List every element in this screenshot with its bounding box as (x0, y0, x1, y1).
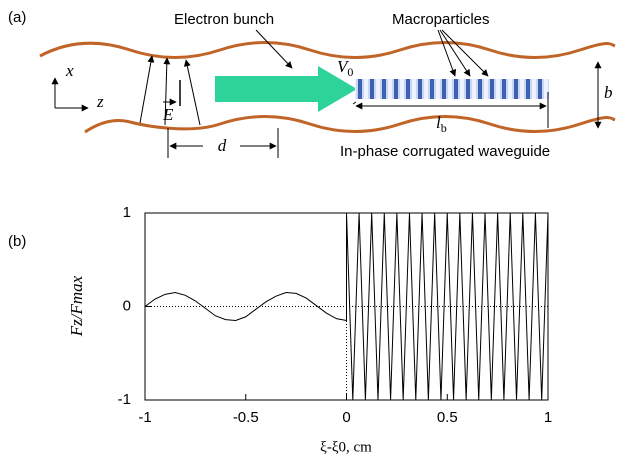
field-label: E (162, 105, 174, 124)
label-arrow (437, 29, 457, 77)
y-tick-label: 0 (123, 297, 131, 314)
waveguide-bottom (84, 115, 616, 134)
panel-b: (b) ξ-ξ0, cm Fz/Fmax -1 0 1 -1 -0.5 0 0.5 1 (8, 204, 552, 455)
x-axis-label: ξ-ξ0, cm (320, 439, 372, 455)
panel-a: (a) x z E d Electron bunch Macroparticle… (8, 9, 616, 160)
panel-label: (a) (8, 9, 26, 26)
field-line (139, 55, 155, 124)
length-subscript: b (441, 121, 447, 135)
panel-label: (b) (8, 233, 26, 250)
x-tick-label: 0 (342, 409, 350, 426)
y-tick-label: -1 (118, 391, 131, 408)
axis-x: x (65, 61, 74, 80)
waveguide-top (39, 41, 616, 59)
caption: In-phase corrugated waveguide (340, 143, 550, 160)
x-tick-label: -0.5 (233, 409, 259, 426)
gap-label: b (604, 83, 613, 102)
label-arrow (439, 29, 471, 77)
label-arrow (255, 29, 293, 69)
velocity-symbol: V (337, 57, 350, 76)
macroparticles (355, 79, 549, 99)
bunch-arrow (215, 66, 357, 112)
x-tick-label: 1 (544, 409, 552, 426)
field-line (183, 59, 201, 126)
bunch-label: Electron bunch (174, 11, 274, 28)
velocity-subscript: 0 (347, 65, 353, 79)
x-tick-label: -1 (138, 409, 151, 426)
period-label: d (218, 136, 227, 155)
length-label: lb (436, 113, 447, 135)
y-axis-label: Fz/Fmax (67, 275, 86, 337)
length-symbol: l (436, 113, 441, 132)
label-arrow (441, 29, 489, 77)
field-line (163, 57, 171, 126)
tick (352, 101, 357, 105)
y-tick-label: 1 (123, 204, 131, 221)
velocity-label: V0 (337, 57, 353, 79)
x-tick-label: 0.5 (437, 409, 458, 426)
axis-z: z (96, 92, 104, 111)
data-line (144, 212, 549, 401)
macro-label: Macroparticles (392, 11, 490, 28)
